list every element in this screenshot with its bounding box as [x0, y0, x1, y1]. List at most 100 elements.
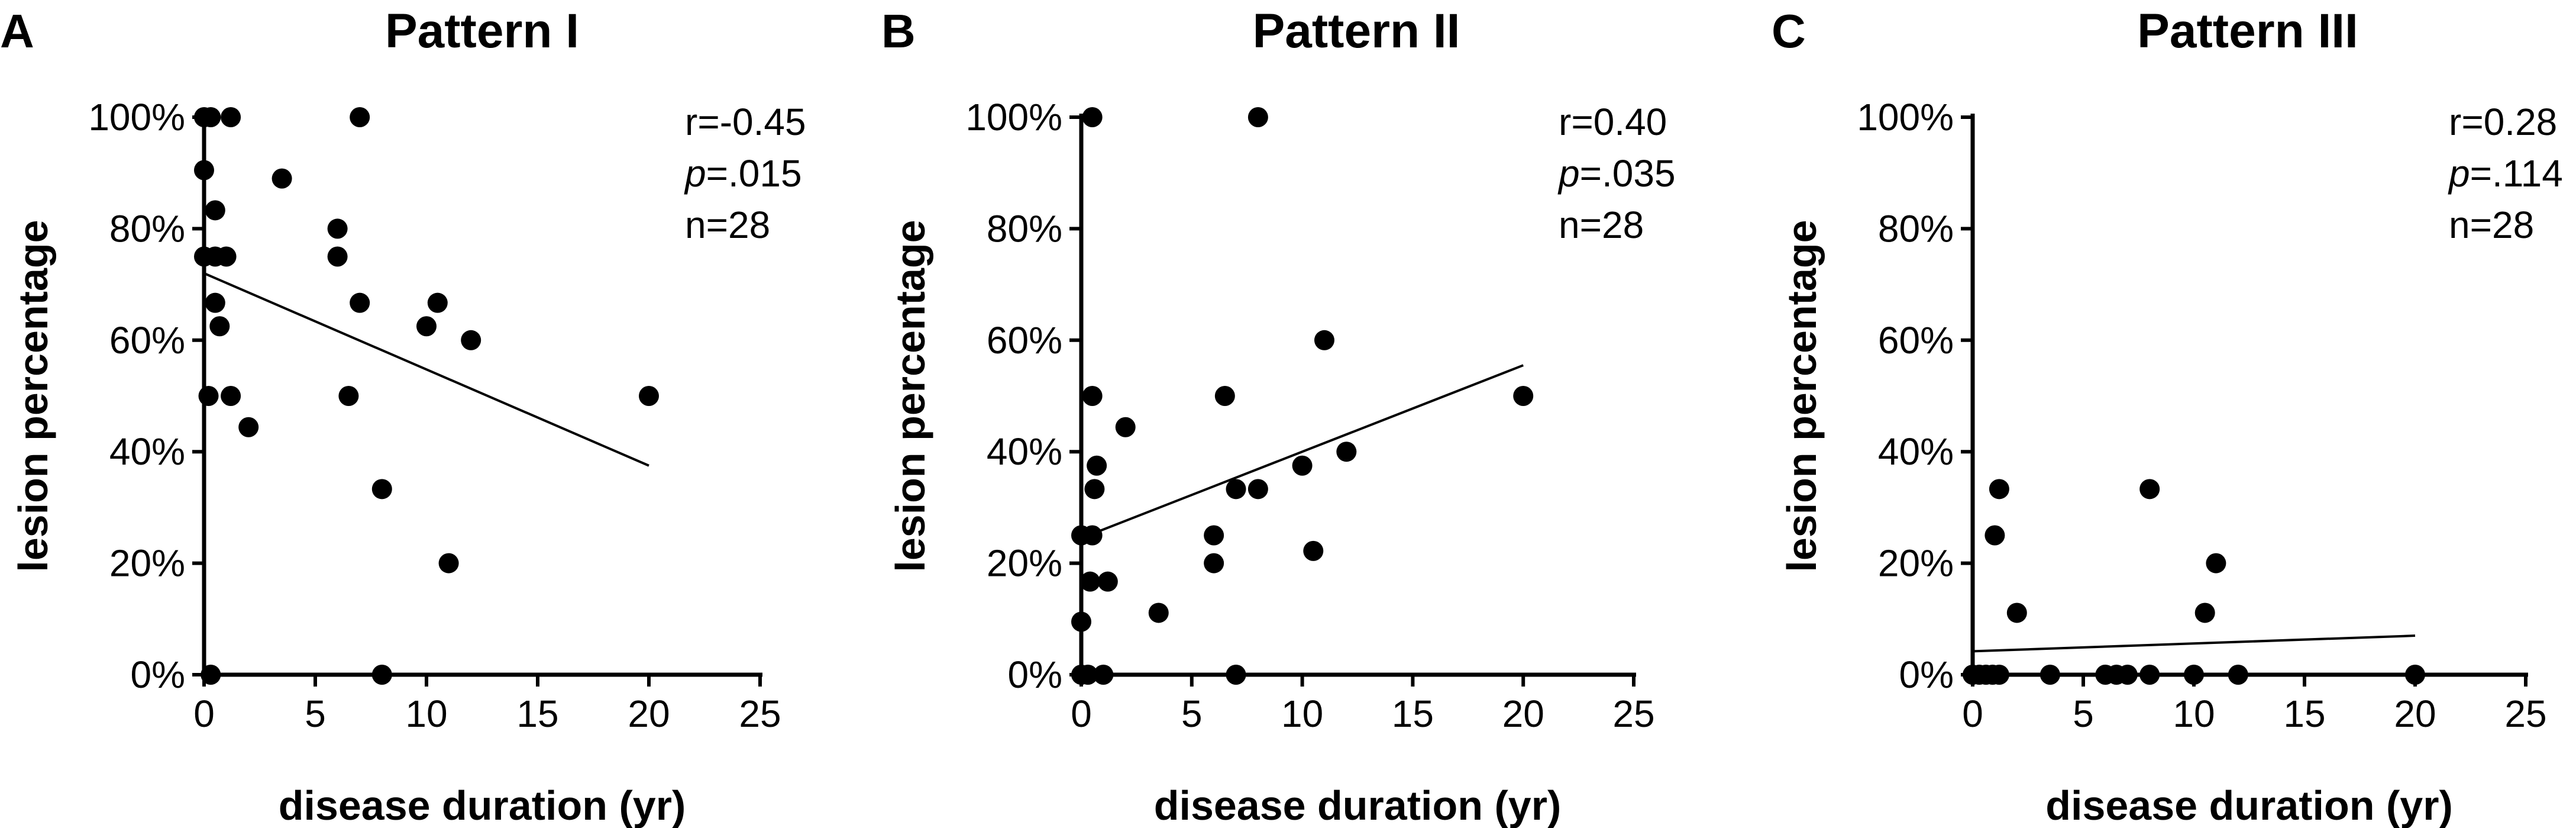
- data-point: [416, 316, 437, 337]
- data-point: [272, 168, 292, 189]
- y-tick-label: 60%: [1878, 319, 1954, 362]
- x-tick-label: 25: [739, 692, 781, 735]
- x-tick-label: 25: [1612, 692, 1654, 735]
- x-tick-label: 5: [1181, 692, 1203, 735]
- panel-a: A Pattern I 0% 20% 40% 60% 80% 100% 0 5 10 15 20 25 di…: [0, 4, 806, 828]
- data-point: [1314, 330, 1334, 350]
- trend-line: [203, 272, 649, 467]
- data-point: [1097, 571, 1118, 592]
- y-tick-label: 40%: [109, 430, 185, 473]
- data-point: [221, 386, 241, 406]
- y-tick-label: 0%: [1899, 653, 1954, 696]
- x-tick-label: 10: [2173, 692, 2215, 735]
- x-tick-label: 5: [2073, 692, 2094, 735]
- data-point: [209, 316, 230, 337]
- x-axis-label: disease duration (yr): [279, 782, 686, 828]
- panel-c: C Pattern III 0% 20% 40% 60% 80% 100% 0 5 10 15 20 25…: [1772, 4, 2563, 828]
- y-tick-label: 20%: [1878, 542, 1954, 585]
- data-point: [327, 218, 348, 239]
- data-point: [2139, 479, 2160, 500]
- data-point: [205, 292, 225, 313]
- data-point: [1084, 479, 1105, 500]
- data-point: [216, 246, 237, 267]
- x-tick-label: 15: [2283, 692, 2325, 735]
- x-tick-label: 10: [405, 692, 447, 735]
- y-tick-label: 80%: [1878, 207, 1954, 250]
- data-point: [2139, 665, 2160, 685]
- x-axis-label: disease duration (yr): [1154, 782, 1562, 828]
- y-tick-label: 80%: [987, 207, 1062, 250]
- y-tick-label: 60%: [109, 319, 185, 362]
- data-point: [1226, 479, 1246, 500]
- y-tick-label: 20%: [109, 542, 185, 585]
- x-tick-label: 0: [193, 692, 215, 735]
- stat-p-symbol: p: [1557, 152, 1580, 195]
- data-point: [461, 330, 481, 350]
- data-point: [1093, 665, 1114, 685]
- data-point: [371, 665, 392, 685]
- data-point: [350, 292, 370, 313]
- stat-p-symbol: p: [684, 152, 706, 195]
- data-point: [1292, 455, 1313, 476]
- trend-line: [1972, 634, 2416, 653]
- data-point: [221, 107, 241, 127]
- panel-b: B Pattern II 0% 20% 40% 60% 80% 100% 0 5 10 15 20 25 d…: [881, 4, 1676, 828]
- data-point: [238, 417, 259, 437]
- x-tick-label: 5: [305, 692, 326, 735]
- data-point: [2228, 665, 2248, 685]
- data-point: [639, 386, 659, 406]
- stat-p: p=.035: [1557, 152, 1676, 195]
- data-point: [2117, 665, 2138, 685]
- x-tick-label: 20: [1502, 692, 1544, 735]
- x-tick-label: 25: [2504, 692, 2546, 735]
- stat-n: n=28: [685, 204, 770, 246]
- data-point: [1079, 571, 1100, 592]
- data-point: [1214, 386, 1235, 406]
- y-axis-label: lesion percentage: [10, 220, 56, 572]
- stat-n: n=28: [1559, 204, 1644, 246]
- data-point: [1513, 386, 1534, 406]
- y-tick-label: 60%: [987, 319, 1062, 362]
- data-point: [1078, 665, 1098, 685]
- data-point: [338, 386, 359, 406]
- y-tick-label: 0%: [1008, 653, 1063, 696]
- data-point: [1303, 540, 1324, 561]
- stat-p-value: =.114: [2470, 152, 2563, 195]
- x-axis-label: disease duration (yr): [2045, 782, 2453, 828]
- panel-title: Pattern II: [1253, 4, 1460, 58]
- data-point: [1082, 107, 1103, 127]
- panel-letter: B: [881, 5, 916, 57]
- x-tick-label: 10: [1281, 692, 1323, 735]
- data-point: [1989, 479, 2009, 500]
- data-point: [1115, 417, 1136, 437]
- data-point: [427, 292, 448, 313]
- data-point: [1148, 603, 1169, 623]
- y-axis-label: lesion percentage: [1779, 220, 1825, 572]
- data-point: [1204, 553, 1224, 574]
- data-point: [2184, 665, 2204, 685]
- y-tick-label: 100%: [1857, 96, 1954, 138]
- data-point: [201, 107, 221, 127]
- y-tick-label: 40%: [1878, 430, 1954, 473]
- data-point: [2405, 665, 2425, 685]
- data-point: [1984, 525, 2005, 546]
- data-point: [371, 479, 392, 500]
- data-point: [1989, 665, 2009, 685]
- data-point: [1247, 479, 1268, 500]
- stat-r: r=-0.45: [685, 101, 806, 143]
- stat-r: r=0.28: [2449, 101, 2557, 143]
- x-tick-label: 15: [1392, 692, 1434, 735]
- y-axis-label: lesion percentage: [887, 220, 933, 572]
- x-tick-label: 15: [516, 692, 558, 735]
- y-tick-label: 0%: [131, 653, 186, 696]
- panel-title: Pattern III: [2137, 4, 2358, 58]
- data-point: [2206, 553, 2226, 574]
- trend-line: [1081, 364, 1524, 540]
- data-point: [438, 553, 459, 574]
- data-point: [1087, 455, 1107, 476]
- y-tick-label: 20%: [987, 542, 1062, 585]
- x-tick-label: 20: [2394, 692, 2436, 735]
- data-point: [1247, 107, 1268, 127]
- data-point: [1082, 525, 1103, 546]
